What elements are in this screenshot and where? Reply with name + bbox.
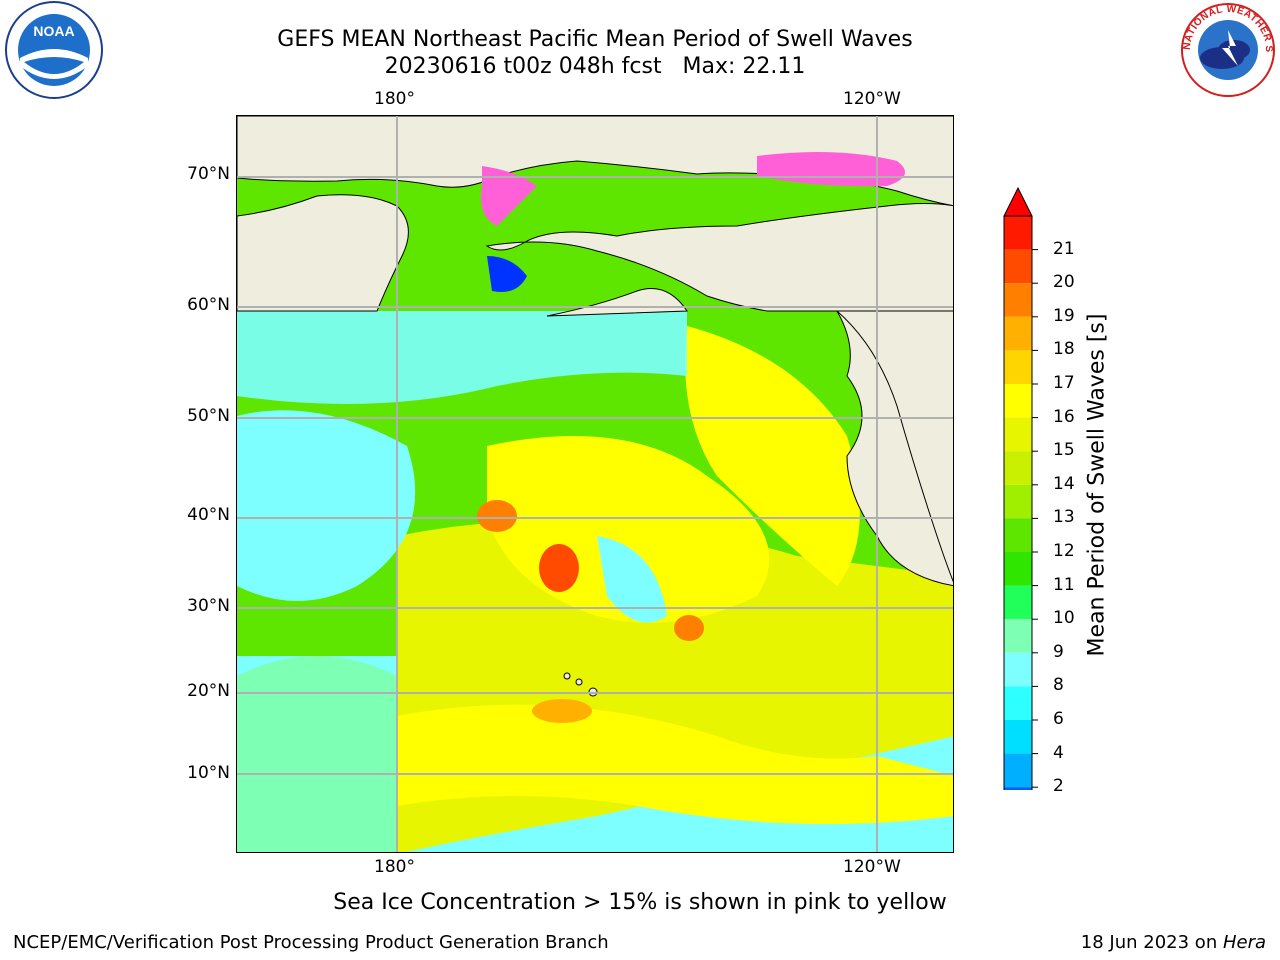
colorbar-segment <box>1004 417 1032 452</box>
map-title: GEFS MEAN Northeast Pacific Mean Period … <box>277 27 913 52</box>
swell-max-1 <box>477 500 517 532</box>
pacific-coast-land <box>835 310 953 583</box>
colorbar-segment <box>1004 350 1032 384</box>
lat-label-70n: 70°N <box>187 164 230 184</box>
footer-credit: NCEP/EMC/Verification Post Processing Pr… <box>13 932 609 953</box>
swell-max-2 <box>539 544 579 592</box>
swell-high-4 <box>532 699 592 723</box>
colorbar-tick-label: 10 <box>1053 608 1075 629</box>
colorbar-tick-label: 17 <box>1053 373 1075 393</box>
lat-label-40n: 40°N <box>187 505 230 525</box>
siberia-land <box>237 194 409 312</box>
colorbar-segment <box>1004 216 1032 250</box>
bottom-lon-label-120w: 120°W <box>843 857 901 877</box>
swell-max-3 <box>674 615 704 641</box>
colorbar-tick-label: 13 <box>1053 507 1075 528</box>
northeast-swell <box>685 326 860 586</box>
colorbar-label: Mean Period of Swell Waves [s] <box>1084 313 1110 657</box>
sea-ice-bering <box>487 256 527 292</box>
southwest-area <box>237 656 397 852</box>
lat-label-10n: 10°N <box>187 763 230 783</box>
west-low-period-area <box>237 410 416 601</box>
colorbar-tick-label: 9 <box>1053 641 1064 662</box>
colorbar-tick-label: 6 <box>1053 709 1064 729</box>
colorbar-tick-label: 21 <box>1053 238 1075 259</box>
colorbar-segment <box>1004 585 1032 620</box>
colorbar-tick-label: 12 <box>1053 541 1075 561</box>
footer-date: 18 Jun 2023 on Hera <box>1081 932 1266 953</box>
swell-period-map <box>236 115 954 853</box>
colorbar-segment <box>1004 753 1032 788</box>
lat-label-50n: 50°N <box>187 406 230 426</box>
sea-ice-chukchi <box>481 166 537 226</box>
lat-label-20n: 20°N <box>187 681 230 701</box>
hawaii-island-1 <box>563 672 571 680</box>
footer-machine: Hera <box>1222 932 1266 953</box>
colorbar-over-triangle <box>1003 186 1033 217</box>
bottom-lon-label-180: 180° <box>374 857 415 877</box>
colorbar <box>1003 186 1038 790</box>
lat-label-60n: 60°N <box>187 295 230 315</box>
lat-label-30n: 30°N <box>187 596 230 616</box>
top-lon-label-120w: 120°W <box>843 89 901 109</box>
hawaii-island-2 <box>575 678 583 686</box>
colorbar-tick-label: 18 <box>1053 339 1075 360</box>
nws-logo: NATIONAL WEATHER SERVICE <box>1176 0 1275 97</box>
colorbar-segment <box>1004 384 1032 418</box>
map-canvas <box>237 116 953 852</box>
colorbar-tick-label: 20 <box>1053 272 1075 293</box>
bering-band <box>237 311 687 404</box>
colorbar-tick-label: 11 <box>1053 574 1075 595</box>
colorbar-segment <box>1004 787 1032 790</box>
colorbar-segment <box>1004 552 1032 586</box>
colorbar-tick-label: 4 <box>1053 742 1064 763</box>
colorbar-segment <box>1004 316 1032 351</box>
colorbar-segment <box>1004 720 1032 754</box>
footer-date-text: 18 Jun 2023 on <box>1080 932 1223 953</box>
map-subtitle: 20230616 t00z 048h fcst Max: 22.11 <box>384 54 806 79</box>
colorbar-segment <box>1004 249 1032 284</box>
colorbar-tick-label: 19 <box>1053 305 1075 326</box>
colorbar-tick-label: 16 <box>1053 406 1075 427</box>
colorbar-tick-label: 2 <box>1053 776 1064 797</box>
colorbar-tick-label: 8 <box>1053 675 1064 696</box>
colorbar-segment <box>1004 484 1032 519</box>
alaska-peninsula <box>546 288 688 317</box>
colorbar-segment <box>1004 652 1032 687</box>
noaa-logo: NOAA <box>5 1 103 99</box>
colorbar-segment <box>1004 619 1032 653</box>
top-lon-label-180: 180° <box>374 89 415 109</box>
graticule <box>237 116 953 852</box>
colorbar-segment <box>1004 518 1032 552</box>
colorbar-tick-label: 14 <box>1053 473 1075 494</box>
southern-swell-band <box>397 704 953 824</box>
colorbar-tick-label: 15 <box>1053 440 1075 461</box>
colorbar-segment <box>1004 686 1032 720</box>
svg-text:NOAA: NOAA <box>33 23 74 39</box>
central-calm <box>597 536 667 623</box>
colorbar-segment <box>1004 283 1032 317</box>
sea-ice-note: Sea Ice Concentration > 15% is shown in … <box>333 890 947 915</box>
colorbar-segment <box>1004 451 1032 485</box>
